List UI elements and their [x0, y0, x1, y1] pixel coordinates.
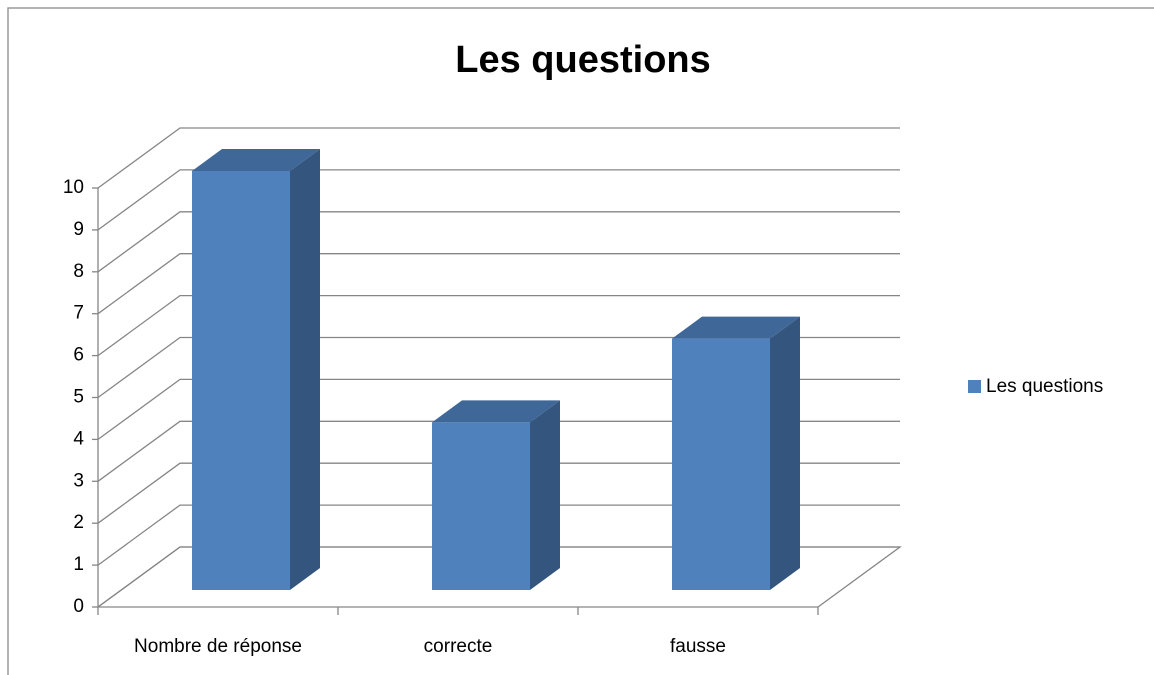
y-tick-label: 7 — [73, 303, 84, 324]
bar-top — [672, 316, 800, 339]
bar — [192, 171, 290, 590]
x-tick-label: fausse — [670, 636, 726, 657]
y-tick-label: 5 — [73, 387, 84, 408]
grid-line — [97, 127, 900, 189]
grid-line — [97, 253, 900, 315]
grid-line — [97, 546, 900, 608]
bar-side — [770, 316, 800, 590]
grid-line — [97, 462, 900, 524]
bar-top — [192, 149, 320, 171]
y-tick-label: 9 — [73, 219, 84, 240]
bar-top — [432, 400, 560, 423]
grid-line — [97, 211, 900, 273]
x-tick-label: correcte — [424, 636, 493, 657]
y-tick-label: 3 — [73, 470, 84, 491]
bar-side — [530, 400, 560, 590]
x-tick-label: Nombre de réponse — [134, 636, 302, 657]
grid-line — [97, 378, 900, 440]
grid-line — [97, 420, 900, 482]
y-tick-label: 8 — [73, 261, 84, 282]
bar — [672, 338, 770, 590]
legend-swatch — [968, 380, 981, 393]
bar-side — [290, 149, 320, 590]
chart-title: Les questions — [455, 39, 711, 81]
frame — [7, 7, 1154, 675]
grid-line — [97, 294, 900, 357]
y-tick-label: 10 — [63, 177, 84, 198]
legend-label: Les questions — [986, 376, 1103, 397]
bar — [432, 422, 530, 590]
y-tick-label: 4 — [73, 428, 84, 449]
y-tick-label: 0 — [73, 596, 84, 617]
grid-line — [97, 336, 900, 399]
grid-line — [97, 504, 900, 566]
y-tick-label: 6 — [73, 345, 84, 366]
y-tick-label: 1 — [73, 554, 84, 575]
grid-line — [97, 169, 900, 231]
y-tick-label: 2 — [73, 512, 84, 533]
